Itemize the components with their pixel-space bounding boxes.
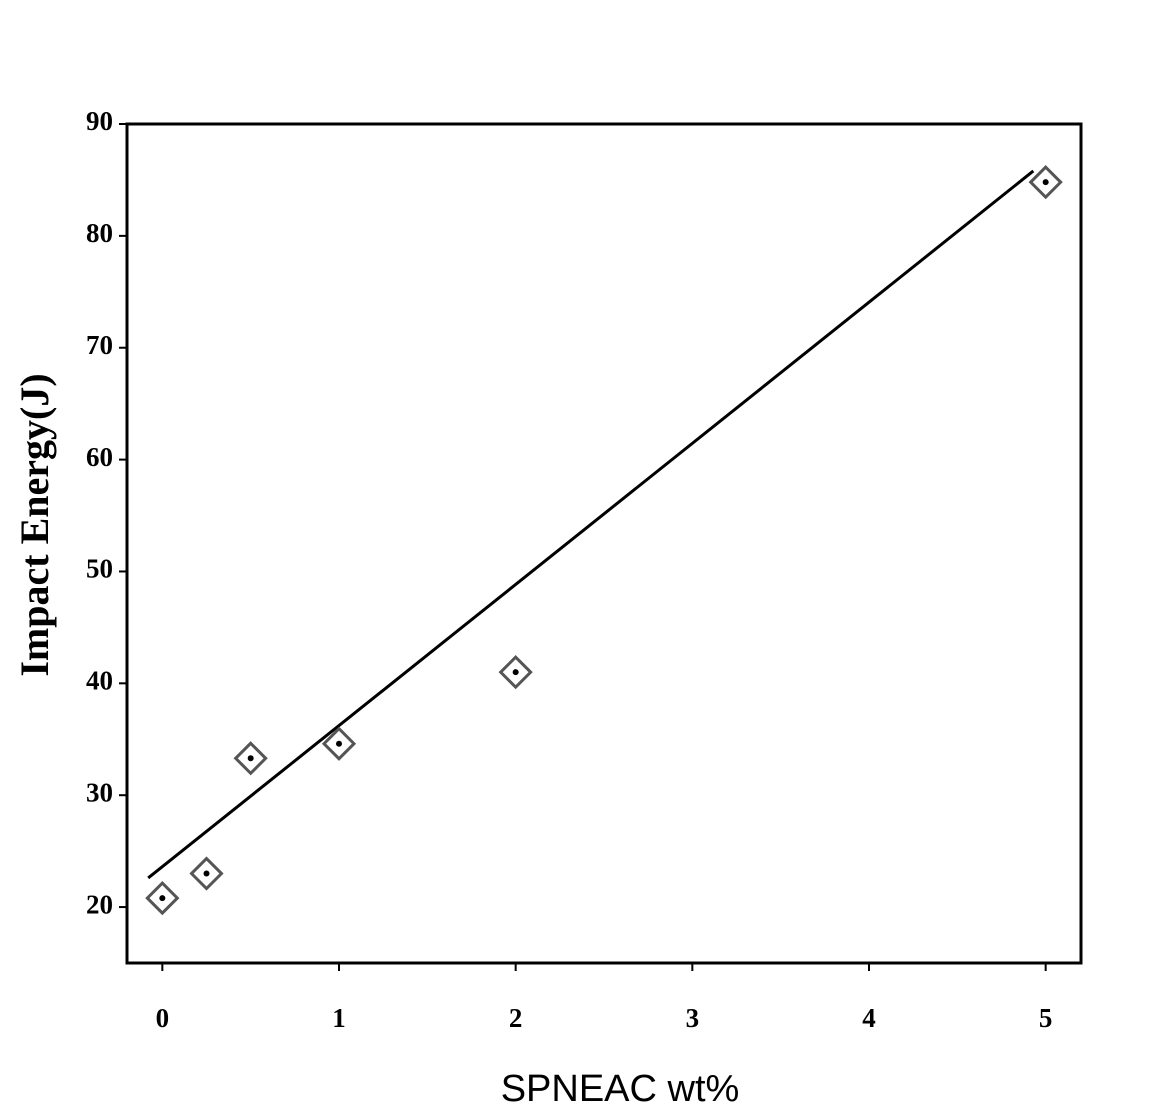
trend-line	[147, 169, 1035, 880]
y-tick-label: 90	[86, 106, 113, 136]
y-tick-label: 50	[86, 554, 113, 584]
x-tick-label: 3	[686, 1003, 700, 1033]
marker-diamond	[145, 880, 180, 916]
x-axis-title: SPNEAC wt%	[501, 1068, 740, 1110]
data-point	[1028, 165, 1063, 200]
y-tick-label: 70	[86, 330, 113, 360]
y-axis-title: Impact Energy(J)	[12, 373, 57, 676]
x-tick-label: 5	[1039, 1003, 1053, 1033]
marker-dot	[203, 870, 210, 877]
y-tick-label: 40	[86, 666, 113, 696]
x-tick-label: 2	[509, 1003, 523, 1033]
plot-frame	[125, 122, 1083, 965]
x-tick-label: 4	[862, 1003, 876, 1033]
y-tick-label: 80	[86, 218, 113, 248]
marker-diamond	[321, 726, 357, 761]
marker-dot	[159, 895, 166, 902]
y-tick-label: 20	[86, 889, 113, 919]
x-tick-label: 1	[332, 1003, 346, 1033]
data-point	[233, 741, 268, 776]
data-point	[145, 880, 180, 916]
marker-dot	[512, 669, 519, 676]
marker-diamond	[1028, 165, 1063, 200]
data-point	[498, 655, 533, 690]
marker-diamond	[189, 856, 224, 891]
x-tick-label: 0	[156, 1003, 170, 1033]
marker-dot	[336, 740, 342, 747]
marker-dot	[247, 755, 254, 762]
y-tick-label: 60	[86, 442, 113, 472]
marker-dot	[1042, 179, 1049, 186]
marker-diamond	[498, 655, 533, 690]
marker-diamond	[233, 741, 268, 776]
data-point	[321, 726, 357, 761]
data-point	[189, 856, 224, 891]
y-tick-label: 30	[86, 777, 113, 807]
